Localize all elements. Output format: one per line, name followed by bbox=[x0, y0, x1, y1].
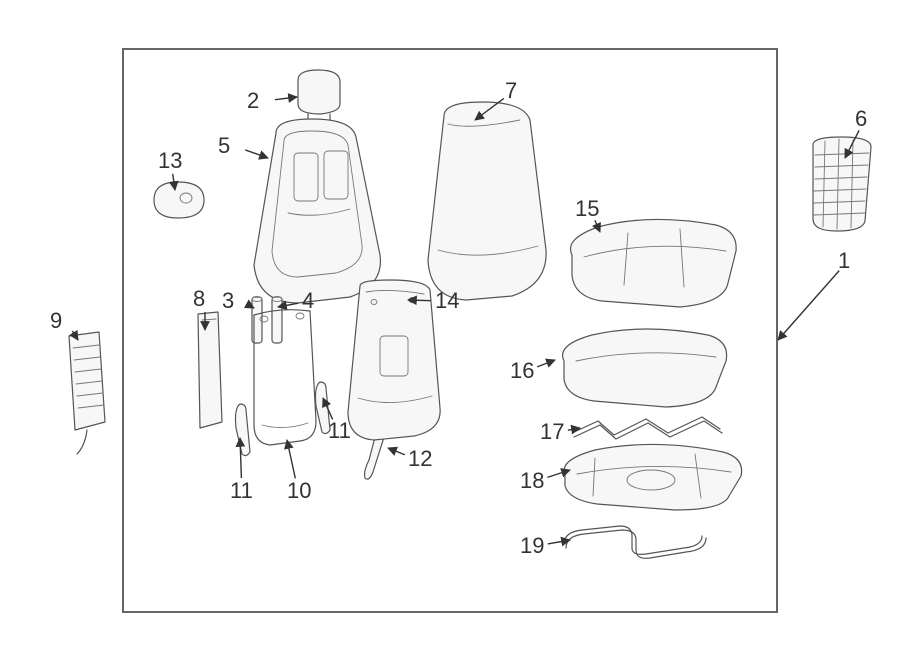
callout-label-8: 8 bbox=[193, 288, 205, 310]
callout-label-2: 2 bbox=[247, 90, 259, 112]
callout-label-18: 18 bbox=[520, 470, 544, 492]
callout-label-11: 11 bbox=[328, 420, 351, 442]
callout-label-12: 12 bbox=[408, 448, 432, 470]
callout-label-6: 6 bbox=[855, 108, 867, 130]
callout-label-4: 4 bbox=[302, 290, 314, 312]
callout-label-7: 7 bbox=[505, 80, 517, 102]
callout-label-10: 10 bbox=[287, 480, 311, 502]
callout-label-17: 17 bbox=[540, 421, 564, 443]
part-lumbar-module bbox=[55, 330, 115, 460]
callout-label-5: 5 bbox=[218, 135, 230, 157]
diagram-canvas: 1234567891011111213141516171819 bbox=[0, 0, 900, 661]
callout-label-14: 14 bbox=[435, 290, 459, 312]
callout-label-3: 3 bbox=[222, 290, 234, 312]
callout-label-19: 19 bbox=[520, 535, 544, 557]
leader-9 bbox=[72, 331, 78, 340]
leader-6 bbox=[845, 130, 859, 158]
callout-label-13: 13 bbox=[158, 150, 182, 172]
callout-label-16: 16 bbox=[510, 360, 534, 382]
callout-label-15: 15 bbox=[575, 198, 599, 220]
callout-label-11: 11 bbox=[230, 480, 253, 502]
leader-1 bbox=[778, 271, 839, 340]
part-storage-net bbox=[805, 135, 879, 235]
callout-label-9: 9 bbox=[50, 310, 62, 332]
callout-label-1: 1 bbox=[838, 250, 850, 272]
